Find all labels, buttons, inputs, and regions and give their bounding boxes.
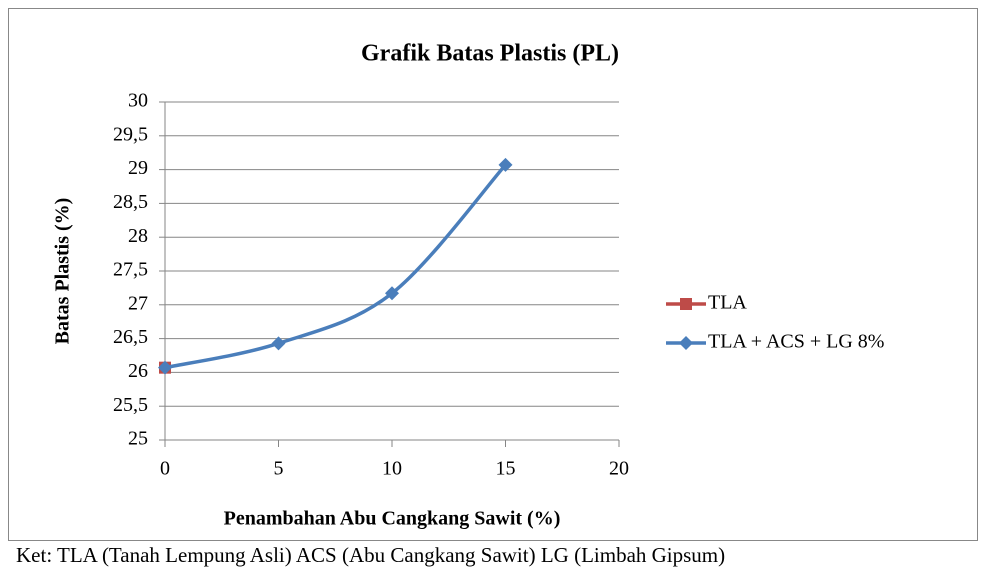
data-point	[158, 360, 172, 375]
y-tick-label: 25,5	[113, 394, 148, 416]
x-tick-label: 0	[160, 458, 170, 480]
y-tick-label: 28	[128, 225, 148, 247]
y-tick-label: 28,5	[113, 191, 148, 213]
y-tick-label: 26,5	[113, 326, 148, 348]
x-tick-label: 10	[382, 458, 402, 480]
y-tick-label: 27,5	[113, 259, 148, 281]
legend-label: TLA	[708, 292, 747, 314]
x-axis-label: Penambahan Abu Cangkang Sawit (%)	[224, 508, 561, 530]
y-axis-label: Batas Plastis (%)	[52, 198, 74, 345]
chart-title: Grafik Batas Plastis (PL)	[361, 41, 619, 67]
y-tick-label: 25	[128, 428, 148, 450]
x-tick-label: 15	[496, 458, 516, 480]
x-tick-label: 5	[274, 458, 284, 480]
data-point	[498, 157, 513, 172]
y-tick-label: 30	[128, 90, 148, 112]
legend-label: TLA + ACS + LG 8%	[708, 331, 884, 353]
y-tick-label: 29,5	[113, 123, 148, 145]
series-line	[164, 163, 507, 370]
footnote: Ket: TLA (Tanah Lempung Asli) ACS (Abu C…	[16, 543, 725, 567]
data-point	[271, 336, 286, 351]
legend-marker	[679, 336, 693, 350]
y-tick-label: 29	[128, 157, 148, 179]
legend-marker	[680, 298, 692, 310]
chart-border	[8, 8, 978, 541]
data-point	[385, 286, 399, 301]
y-tick-label: 26	[128, 360, 148, 382]
y-tick-label: 27	[128, 292, 148, 314]
x-tick-label: 20	[609, 458, 629, 480]
